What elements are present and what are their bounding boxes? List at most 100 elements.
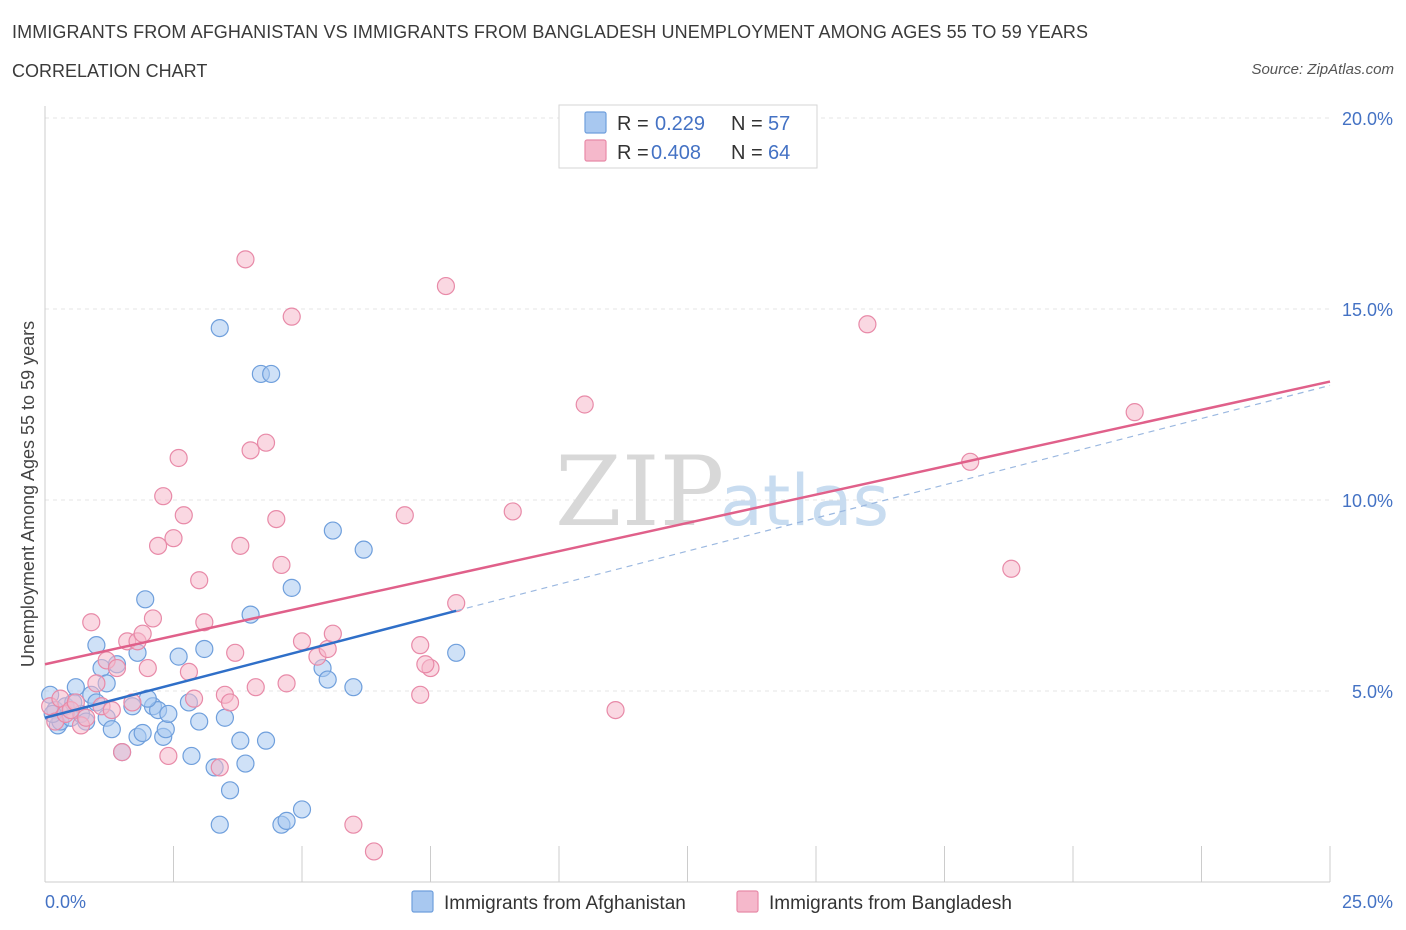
point-bangladesh (231, 536, 250, 555)
point-afghanistan (159, 704, 178, 724)
point-bangladesh (1002, 559, 1021, 578)
legend-r-value: 0.408 (651, 142, 701, 164)
point-afghanistan (231, 731, 250, 750)
point-bangladesh (256, 433, 276, 452)
point-bangladesh (292, 632, 312, 651)
point-bangladesh (138, 658, 157, 678)
bottom-legend: Immigrants from Afghanistan Immigrants f… (411, 890, 1012, 914)
point-afghanistan (156, 720, 175, 739)
bottom-legend-swatch-bangladesh (736, 890, 759, 913)
y-tick-label: 15.0% (1342, 300, 1393, 320)
point-bangladesh (210, 758, 229, 777)
legend-n-value: 57 (768, 113, 790, 135)
point-bangladesh (87, 674, 106, 693)
point-bangladesh (606, 700, 625, 720)
point-afghanistan (182, 746, 201, 766)
point-bangladesh (169, 448, 188, 468)
point-bangladesh (323, 624, 342, 643)
point-bangladesh (364, 842, 384, 861)
point-afghanistan (282, 578, 301, 597)
point-bangladesh (858, 315, 877, 334)
point-bangladesh (174, 506, 193, 525)
point-bangladesh (416, 655, 435, 674)
x-tick-label: 25.0% (1342, 892, 1393, 912)
point-bangladesh (220, 693, 240, 712)
point-bangladesh (277, 674, 296, 693)
bottom-legend-swatch-afghanistan (411, 890, 434, 913)
watermark-zip: ZIP (555, 436, 724, 548)
point-bangladesh (282, 307, 301, 326)
bottom-legend-label-afghanistan: Immigrants from Afghanistan (444, 893, 686, 914)
point-afghanistan (215, 708, 234, 727)
point-afghanistan (133, 723, 152, 743)
point-bangladesh (436, 276, 456, 296)
point-bangladesh (112, 743, 132, 762)
point-afghanistan (236, 754, 255, 773)
point-afghanistan (256, 731, 276, 750)
point-afghanistan (318, 670, 337, 689)
trend-line-afghanistan (44, 609, 457, 719)
legend-n-label: N = (731, 142, 763, 164)
trend-line-afghanistan-extension (456, 384, 1331, 612)
point-bangladesh (184, 689, 204, 708)
point-bangladesh (246, 678, 265, 697)
point-bangladesh (241, 441, 260, 460)
x-tick-label: 0.0% (45, 892, 86, 912)
y-tick-label: 20.0% (1342, 109, 1393, 129)
chart-title: IMMIGRANTS FROM AFGHANISTAN VS IMMIGRANT… (12, 22, 1089, 42)
trend-line-bangladesh (44, 380, 1331, 666)
point-bangladesh (395, 506, 414, 525)
y-tick-label: 10.0% (1342, 491, 1393, 511)
axes: 5.0% 10.0% 15.0% 20.0% 0.0% 25.0% (44, 106, 1393, 912)
watermark-atlas: atlas (720, 460, 889, 542)
point-bangladesh (154, 487, 173, 506)
point-bangladesh (272, 555, 291, 575)
legend: R = 0.229 N = 57 R = 0.408 N = 64 (558, 104, 818, 169)
point-bangladesh (159, 746, 178, 766)
source-label: Source: ZipAtlas.com (1251, 61, 1394, 78)
point-afghanistan (66, 678, 85, 697)
point-afghanistan (354, 540, 373, 559)
point-afghanistan (220, 781, 240, 800)
trend-lines (44, 380, 1331, 719)
point-afghanistan (169, 647, 188, 666)
point-bangladesh (411, 685, 430, 704)
point-afghanistan (210, 815, 229, 834)
legend-r-label: R = (617, 113, 649, 135)
point-afghanistan (210, 319, 229, 338)
point-bangladesh (102, 700, 121, 720)
point-bangladesh (164, 529, 183, 548)
data-points (41, 250, 1144, 861)
bottom-legend-label-bangladesh: Immigrants from Bangladesh (769, 893, 1012, 914)
legend-r-value: 0.229 (655, 113, 705, 135)
point-afghanistan (136, 590, 155, 609)
point-bangladesh (148, 536, 168, 555)
y-axis-label: Unemployment Among Ages 55 to 59 years (18, 321, 38, 667)
point-bangladesh (195, 613, 214, 632)
point-bangladesh (236, 250, 255, 269)
point-afghanistan (323, 521, 342, 540)
point-bangladesh (226, 643, 245, 662)
watermark: ZIP atlas (555, 436, 889, 548)
point-bangladesh (1125, 403, 1144, 422)
point-bangladesh (107, 658, 127, 678)
point-afghanistan (277, 811, 296, 830)
point-afghanistan (447, 643, 466, 662)
point-bangladesh (82, 613, 101, 632)
legend-n-value: 64 (768, 142, 790, 164)
point-bangladesh (143, 609, 163, 628)
point-afghanistan (195, 639, 214, 659)
point-afghanistan (262, 364, 281, 384)
point-afghanistan (292, 800, 312, 819)
point-afghanistan (102, 720, 121, 739)
legend-swatch-afghanistan (584, 111, 607, 134)
legend-r-label: R = (617, 142, 649, 164)
point-afghanistan (190, 712, 209, 731)
point-bangladesh (133, 624, 152, 643)
point-afghanistan (344, 678, 363, 697)
point-bangladesh (267, 509, 286, 529)
point-bangladesh (411, 636, 430, 655)
point-bangladesh (344, 815, 363, 834)
point-bangladesh (575, 395, 594, 414)
